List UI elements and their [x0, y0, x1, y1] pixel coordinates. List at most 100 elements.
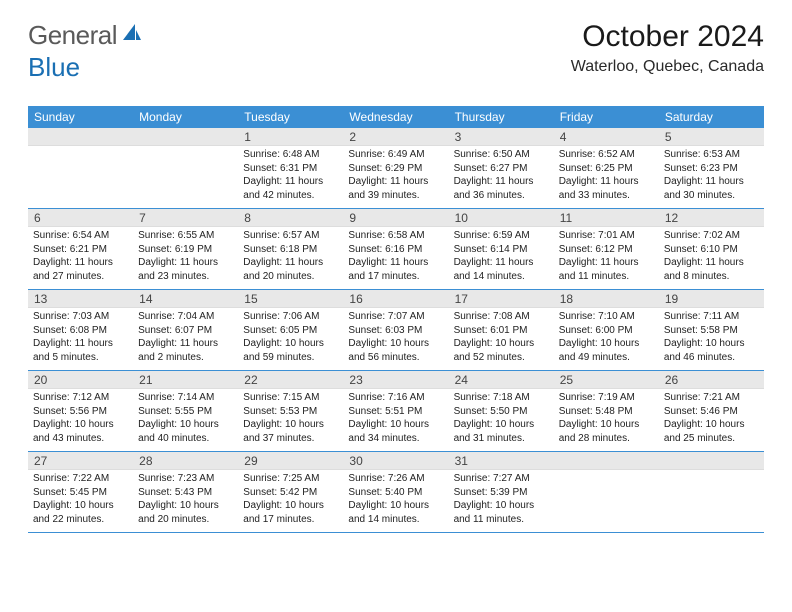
sunrise-text: Sunrise: 6:54 AM [33, 229, 128, 243]
day-cell: 15Sunrise: 7:06 AMSunset: 6:05 PMDayligh… [238, 290, 343, 370]
day-cell: 17Sunrise: 7:08 AMSunset: 6:01 PMDayligh… [449, 290, 554, 370]
sunrise-text: Sunrise: 7:12 AM [33, 391, 128, 405]
sunset-text: Sunset: 6:03 PM [348, 324, 443, 338]
sunset-text: Sunset: 6:14 PM [454, 243, 549, 257]
sunrise-text: Sunrise: 6:57 AM [243, 229, 338, 243]
day-number: 28 [133, 452, 238, 470]
day-number: 5 [659, 128, 764, 146]
sunset-text: Sunset: 6:18 PM [243, 243, 338, 257]
daylight-text: Daylight: 11 hours and 39 minutes. [348, 175, 443, 202]
day-body: Sunrise: 7:15 AMSunset: 5:53 PMDaylight:… [238, 389, 343, 449]
week-row: 1Sunrise: 6:48 AMSunset: 6:31 PMDaylight… [28, 128, 764, 209]
sunset-text: Sunset: 5:42 PM [243, 486, 338, 500]
day-number: 21 [133, 371, 238, 389]
daylight-text: Daylight: 10 hours and 17 minutes. [243, 499, 338, 526]
day-body [133, 146, 238, 152]
day-header-saturday: Saturday [659, 106, 764, 128]
day-cell: 26Sunrise: 7:21 AMSunset: 5:46 PMDayligh… [659, 371, 764, 451]
day-cell: 2Sunrise: 6:49 AMSunset: 6:29 PMDaylight… [343, 128, 448, 208]
day-cell: 7Sunrise: 6:55 AMSunset: 6:19 PMDaylight… [133, 209, 238, 289]
sunset-text: Sunset: 5:58 PM [664, 324, 759, 338]
sunset-text: Sunset: 5:39 PM [454, 486, 549, 500]
day-number: 4 [554, 128, 659, 146]
day-cell [659, 452, 764, 532]
day-body: Sunrise: 7:04 AMSunset: 6:07 PMDaylight:… [133, 308, 238, 368]
daylight-text: Daylight: 11 hours and 42 minutes. [243, 175, 338, 202]
sunrise-text: Sunrise: 7:07 AM [348, 310, 443, 324]
day-cell: 11Sunrise: 7:01 AMSunset: 6:12 PMDayligh… [554, 209, 659, 289]
day-number: 10 [449, 209, 554, 227]
sunset-text: Sunset: 6:00 PM [559, 324, 654, 338]
day-cell: 30Sunrise: 7:26 AMSunset: 5:40 PMDayligh… [343, 452, 448, 532]
daylight-text: Daylight: 10 hours and 14 minutes. [348, 499, 443, 526]
sunrise-text: Sunrise: 7:19 AM [559, 391, 654, 405]
sunset-text: Sunset: 6:23 PM [664, 162, 759, 176]
logo-sail-icon [121, 20, 143, 51]
day-number: 18 [554, 290, 659, 308]
sunset-text: Sunset: 5:43 PM [138, 486, 233, 500]
day-cell: 25Sunrise: 7:19 AMSunset: 5:48 PMDayligh… [554, 371, 659, 451]
sunrise-text: Sunrise: 6:48 AM [243, 148, 338, 162]
day-number: 15 [238, 290, 343, 308]
day-body: Sunrise: 6:48 AMSunset: 6:31 PMDaylight:… [238, 146, 343, 206]
sunrise-text: Sunrise: 7:06 AM [243, 310, 338, 324]
logo-text-1: General [28, 20, 117, 51]
sunrise-text: Sunrise: 7:27 AM [454, 472, 549, 486]
day-cell [554, 452, 659, 532]
day-body: Sunrise: 7:11 AMSunset: 5:58 PMDaylight:… [659, 308, 764, 368]
day-body: Sunrise: 7:18 AMSunset: 5:50 PMDaylight:… [449, 389, 554, 449]
daylight-text: Daylight: 11 hours and 8 minutes. [664, 256, 759, 283]
sunset-text: Sunset: 6:10 PM [664, 243, 759, 257]
day-body: Sunrise: 7:03 AMSunset: 6:08 PMDaylight:… [28, 308, 133, 368]
day-number: 24 [449, 371, 554, 389]
sunset-text: Sunset: 5:53 PM [243, 405, 338, 419]
sunrise-text: Sunrise: 7:22 AM [33, 472, 128, 486]
sunset-text: Sunset: 5:50 PM [454, 405, 549, 419]
daylight-text: Daylight: 10 hours and 52 minutes. [454, 337, 549, 364]
daylight-text: Daylight: 10 hours and 34 minutes. [348, 418, 443, 445]
day-number: 11 [554, 209, 659, 227]
day-cell: 9Sunrise: 6:58 AMSunset: 6:16 PMDaylight… [343, 209, 448, 289]
daylight-text: Daylight: 10 hours and 31 minutes. [454, 418, 549, 445]
day-body: Sunrise: 7:25 AMSunset: 5:42 PMDaylight:… [238, 470, 343, 530]
sunset-text: Sunset: 6:01 PM [454, 324, 549, 338]
day-header-sunday: Sunday [28, 106, 133, 128]
day-body: Sunrise: 7:08 AMSunset: 6:01 PMDaylight:… [449, 308, 554, 368]
week-row: 13Sunrise: 7:03 AMSunset: 6:08 PMDayligh… [28, 290, 764, 371]
daylight-text: Daylight: 10 hours and 11 minutes. [454, 499, 549, 526]
daylight-text: Daylight: 10 hours and 25 minutes. [664, 418, 759, 445]
sunset-text: Sunset: 5:56 PM [33, 405, 128, 419]
day-cell: 18Sunrise: 7:10 AMSunset: 6:00 PMDayligh… [554, 290, 659, 370]
daylight-text: Daylight: 10 hours and 43 minutes. [33, 418, 128, 445]
day-number [133, 128, 238, 146]
daylight-text: Daylight: 10 hours and 59 minutes. [243, 337, 338, 364]
day-cell: 24Sunrise: 7:18 AMSunset: 5:50 PMDayligh… [449, 371, 554, 451]
day-number: 29 [238, 452, 343, 470]
sunrise-text: Sunrise: 6:55 AM [138, 229, 233, 243]
day-cell: 20 Sunrise: 7:12 AMSunset: 5:56 PMDayligh… [28, 371, 133, 451]
day-number [554, 452, 659, 470]
day-body [659, 470, 764, 476]
day-cell: 21Sunrise: 7:14 AMSunset: 5:55 PMDayligh… [133, 371, 238, 451]
day-number: 27 [28, 452, 133, 470]
sunset-text: Sunset: 6:08 PM [33, 324, 128, 338]
day-body: Sunrise: 7:23 AMSunset: 5:43 PMDaylight:… [133, 470, 238, 530]
title-block: October 2024 Waterloo, Quebec, Canada [571, 20, 764, 76]
sunset-text: Sunset: 6:05 PM [243, 324, 338, 338]
sunset-text: Sunset: 6:07 PM [138, 324, 233, 338]
daylight-text: Daylight: 10 hours and 37 minutes. [243, 418, 338, 445]
day-number [659, 452, 764, 470]
sunrise-text: Sunrise: 7:04 AM [138, 310, 233, 324]
day-body: Sunrise: 7:06 AMSunset: 6:05 PMDaylight:… [238, 308, 343, 368]
sunrise-text: Sunrise: 7:10 AM [559, 310, 654, 324]
day-number: 3 [449, 128, 554, 146]
daylight-text: Daylight: 11 hours and 20 minutes. [243, 256, 338, 283]
sunrise-text: Sunrise: 6:58 AM [348, 229, 443, 243]
day-body: Sunrise: 6:57 AMSunset: 6:18 PMDaylight:… [238, 227, 343, 287]
sunrise-text: Sunrise: 7:26 AM [348, 472, 443, 486]
day-number: 20 [28, 371, 133, 389]
day-number: 6 [28, 209, 133, 227]
week-row: 20Sunrise: 7:12 AMSunset: 5:56 PMDayligh… [28, 371, 764, 452]
daylight-text: Daylight: 11 hours and 11 minutes. [559, 256, 654, 283]
sunset-text: Sunset: 6:25 PM [559, 162, 654, 176]
